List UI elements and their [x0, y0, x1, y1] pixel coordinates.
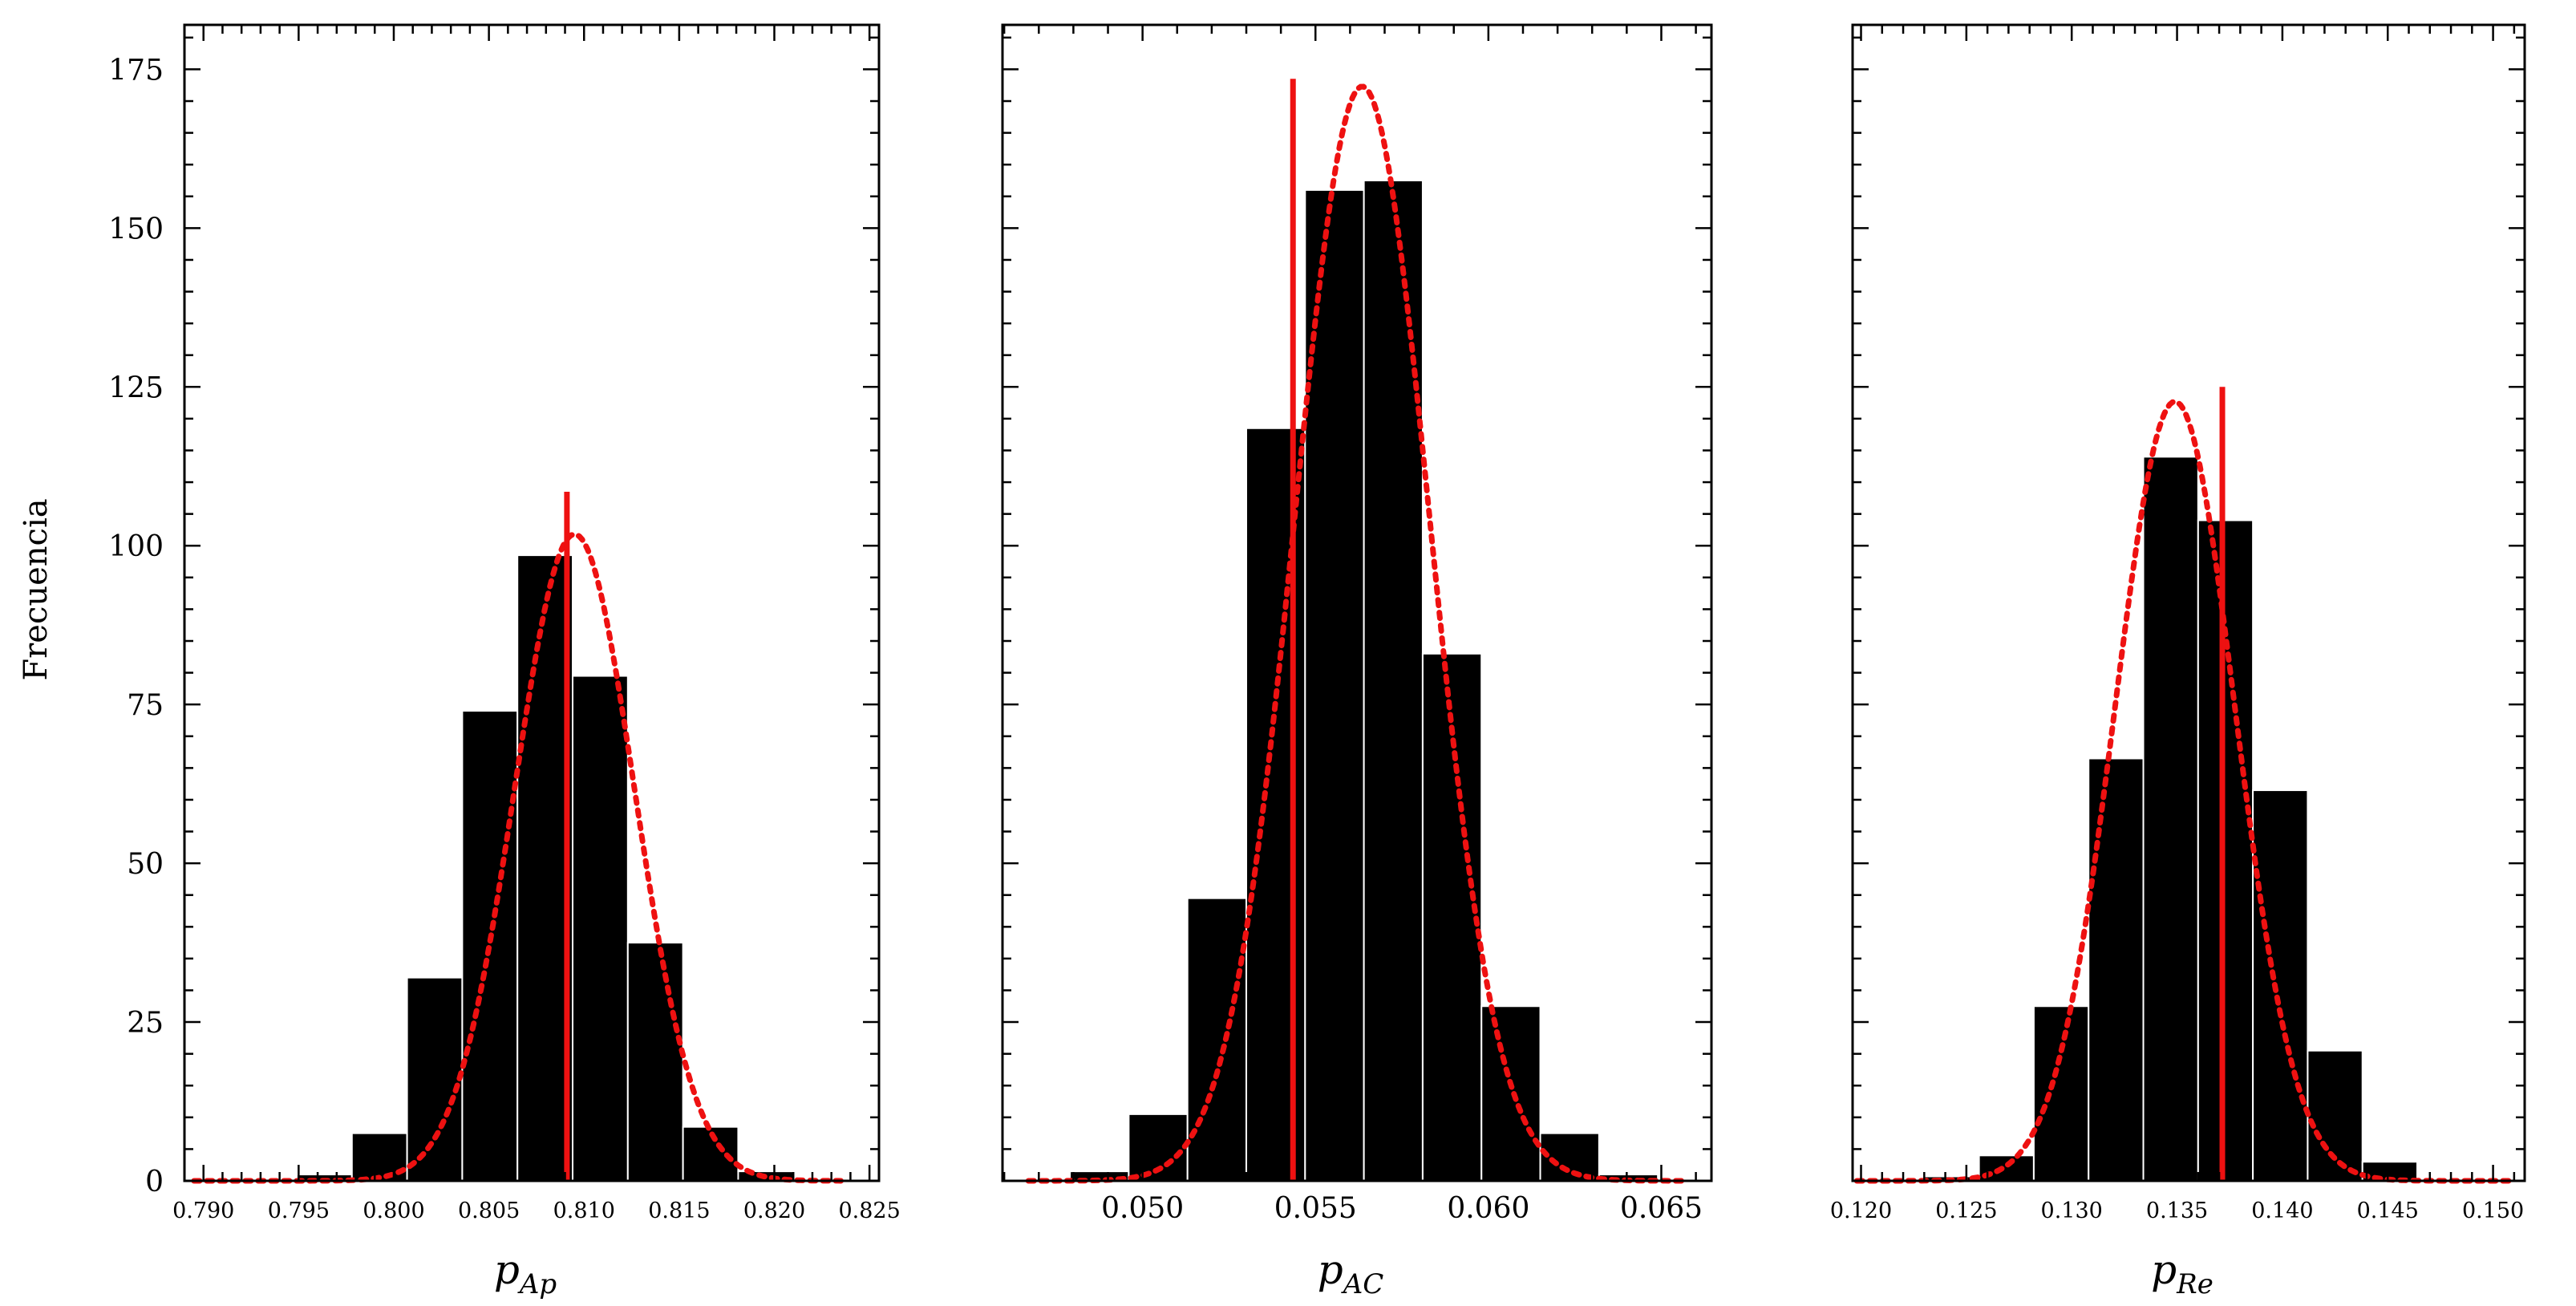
panel-1-bar-3 [1245, 427, 1306, 1182]
panel-0-x-tick-label: 0.820 [743, 1199, 805, 1223]
y-tick-label: 25 [127, 1007, 164, 1040]
y-tick-label: 75 [127, 689, 164, 722]
panel-1-gaussian-fit-curve [1025, 83, 1685, 1184]
y-tick-label: 125 [108, 371, 164, 404]
panel-0-x-axis-label-subscript: Ap [517, 1268, 557, 1300]
panel-2-bar-6 [2252, 789, 2309, 1182]
panel-0-x-tick-label: 0.805 [458, 1199, 520, 1223]
y-tick-label: 50 [127, 848, 164, 881]
panel-2-x-tick-label: 0.145 [2357, 1199, 2419, 1223]
panel-2-bar-4 [2142, 456, 2199, 1182]
panel-1-x-axis-label-subscript: AC [1341, 1268, 1384, 1300]
panel-2-bar-7 [2307, 1049, 2363, 1182]
panel-1-x-tick-label: 0.060 [1447, 1192, 1529, 1225]
panel-0-x-tick-label: 0.810 [553, 1199, 615, 1223]
panel-0-x-tick-label: 0.815 [648, 1199, 710, 1223]
y-tick-label: 0 [145, 1166, 164, 1199]
panel-2-axes-frame [1851, 23, 2526, 1182]
panel-1-x-tick-label: 0.050 [1101, 1192, 1184, 1225]
panel-2-bar-3 [2088, 757, 2145, 1182]
panel-1-x-axis-label-main: p [1318, 1247, 1343, 1293]
panel-0-x-axis-label-main: p [494, 1247, 520, 1293]
panel-1-bar-2 [1186, 897, 1248, 1182]
panel-1-x-tick-label: 0.065 [1620, 1192, 1703, 1225]
panel-p-ac: 0.050 0.055 0.060 0.065 pAC [1001, 23, 1713, 1300]
panel-1-bar-7 [1480, 1005, 1541, 1182]
panel-1-bar-8 [1539, 1132, 1600, 1182]
panel-1-x-tick-label: 0.055 [1274, 1192, 1357, 1225]
y-tick-label: 150 [108, 213, 164, 245]
panel-2-x-axis-label: pRe [2151, 1247, 2213, 1300]
panel-2-x-tick-label: 0.130 [2041, 1199, 2103, 1223]
panel-2-bar-2 [2032, 1005, 2090, 1182]
panel-2-x-tick-label: 0.135 [2146, 1199, 2208, 1223]
panel-2-x-tick-label: 0.125 [1935, 1199, 1997, 1223]
panel-1-bar-4 [1304, 189, 1365, 1182]
panel-1-bar-5 [1363, 179, 1424, 1182]
panel-p-re: 0.120 0.125 0.130 0.135 0.140 0.145 0.150 pRe [1830, 23, 2526, 1300]
panel-2-x-axis-label-main: p [2151, 1247, 2177, 1293]
y-tick-label: 100 [108, 530, 164, 563]
y-axis-label: Frecuencia [18, 498, 55, 680]
panel-0-bar-6 [572, 675, 629, 1182]
panel-p-ap: 0.790 0.795 0.800 0.805 0.810 0.815 0.820 0.825… [108, 23, 901, 1300]
panel-0-x-tick-label: 0.800 [363, 1199, 424, 1223]
y-tick-label: 175 [108, 54, 164, 87]
panel-0-x-tick-label: 0.790 [172, 1199, 234, 1223]
panel-2-x-tick-label: 0.140 [2251, 1199, 2313, 1223]
panel-0-x-tick-label: 0.825 [838, 1199, 900, 1223]
panel-0-x-axis-label: pAp [494, 1247, 557, 1300]
panel-2-x-axis-label-subscript: Re [2176, 1268, 2213, 1300]
panel-2-x-tick-label: 0.120 [1830, 1199, 1892, 1223]
panel-2-x-tick-label: 0.150 [2462, 1199, 2524, 1223]
panel-0-axes-frame [183, 23, 881, 1182]
panel-0-bar-5 [516, 554, 574, 1182]
panel-0-bar-3 [406, 976, 464, 1182]
panel-1-x-axis-label: pAC [1318, 1247, 1384, 1300]
panel-0-x-tick-label: 0.795 [268, 1199, 330, 1223]
panel-1-axes-frame [1001, 23, 1713, 1182]
panel-0-bar-7 [626, 942, 684, 1182]
